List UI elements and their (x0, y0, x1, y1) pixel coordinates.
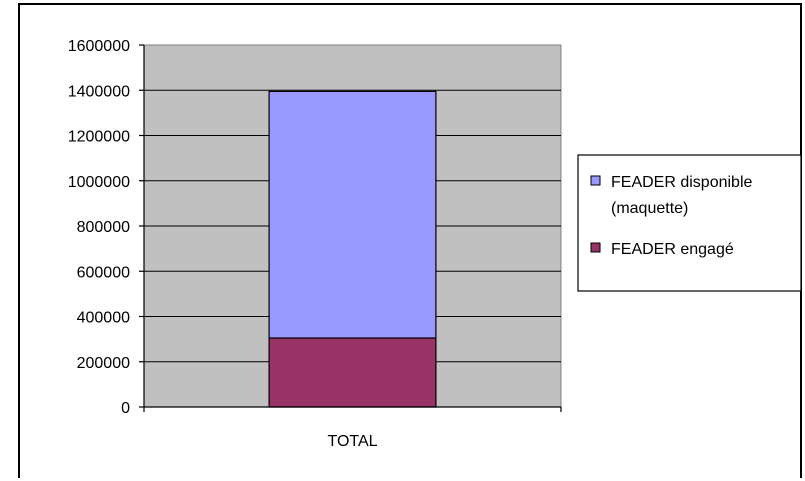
legend-label-engage: FEADER engagé (611, 241, 734, 258)
y-tick-label: 0 (121, 400, 130, 417)
x-tick-label: TOTAL (327, 433, 377, 450)
y-tick-label: 1400000 (68, 83, 130, 100)
y-tick-label: 800000 (77, 219, 130, 236)
bar-segment-disponible (268, 90, 437, 339)
bar-segment-engage (268, 337, 437, 408)
y-tick-label: 600000 (77, 264, 130, 281)
legend-label-disponible-line1: FEADER disponible (611, 174, 753, 191)
legend-swatch-disponible (590, 175, 601, 186)
legend: FEADER disponible (maquette) FEADER enga… (577, 154, 802, 292)
legend-swatch-engage (590, 242, 601, 253)
y-tick-label: 200000 (77, 355, 130, 372)
x-ticks: TOTAL (143, 407, 562, 450)
y-ticks: 0 200000 400000 600000 800000 1000000 1200000 1… (68, 38, 144, 417)
y-tick-label: 1600000 (68, 38, 130, 55)
legend-label-disponible-line2: (maquette) (611, 200, 688, 217)
bars (268, 90, 437, 408)
y-tick-label: 1200000 (68, 129, 130, 146)
legend-box (577, 154, 802, 292)
y-tick-label: 1000000 (68, 174, 130, 191)
y-tick-label: 400000 (77, 310, 130, 327)
